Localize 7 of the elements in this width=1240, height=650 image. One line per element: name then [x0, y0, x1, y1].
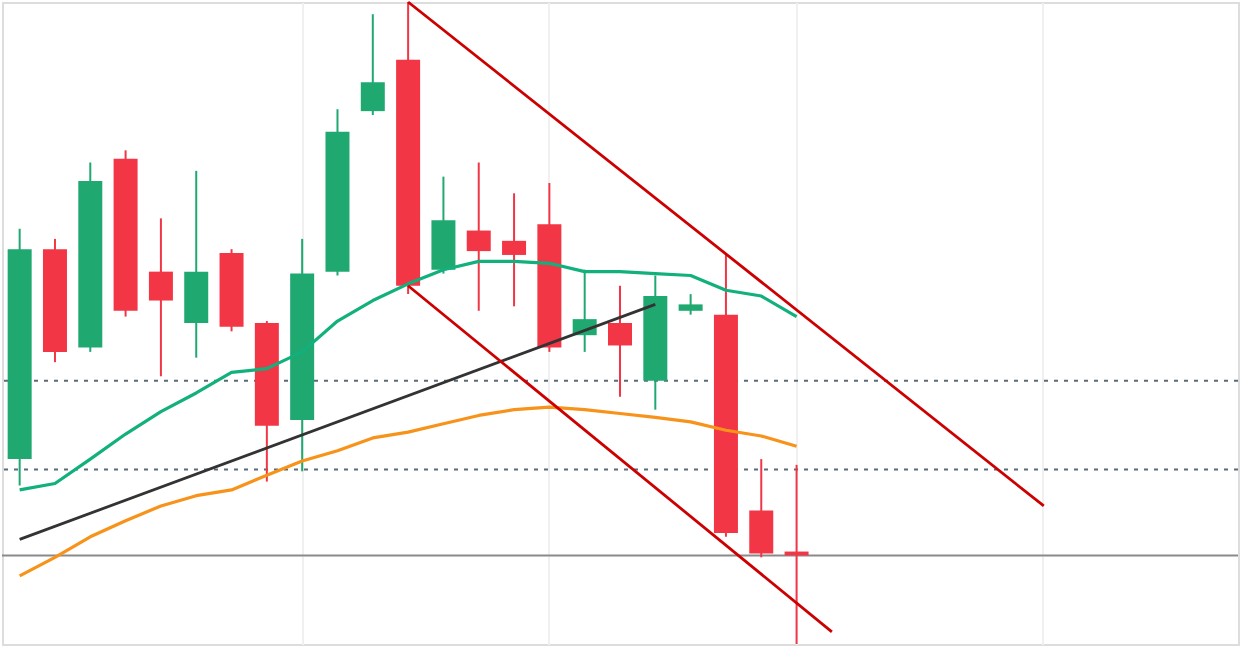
candlestick — [502, 192, 527, 308]
candlestick — [608, 284, 632, 398]
candlestick — [148, 217, 173, 378]
candlestick — [360, 13, 385, 116]
candlestick — [749, 458, 774, 559]
candlestick — [466, 161, 491, 312]
candlestick — [678, 293, 703, 316]
